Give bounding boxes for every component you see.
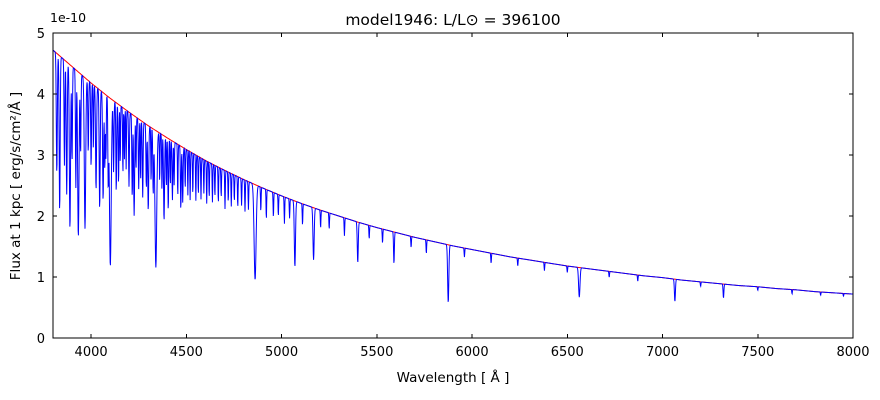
y-tick-label: 3 bbox=[37, 149, 45, 164]
x-tick-label: 5500 bbox=[360, 345, 393, 360]
x-tick-label: 6500 bbox=[551, 345, 584, 360]
x-tick-label: 5000 bbox=[265, 345, 298, 360]
y-tick-label: 5 bbox=[37, 27, 45, 42]
page-title: model1946: L/L⊙ = 396100 bbox=[345, 11, 560, 29]
x-tick-label: 7500 bbox=[741, 345, 774, 360]
axes-frame bbox=[52, 32, 854, 339]
x-tick-label: 6000 bbox=[456, 345, 489, 360]
y-tick-label: 2 bbox=[37, 210, 45, 225]
data-series-layer bbox=[53, 49, 853, 302]
x-tick-label: 8000 bbox=[836, 345, 869, 360]
axis-labels-layer: 4000 4500 5000 5500 6000 6500 7000 7500 8000 0 1 2 3… bbox=[37, 27, 870, 360]
x-axis-title: Wavelength [ Å ] bbox=[397, 369, 510, 386]
y-tick-label: 4 bbox=[37, 88, 45, 103]
y-axis-title: Flux at 1 kpc [ erg/s/cm²/Å ] bbox=[7, 92, 24, 280]
plot-background bbox=[53, 33, 853, 338]
y-tick-label: 0 bbox=[37, 332, 45, 347]
x-tick-label: 4500 bbox=[170, 345, 203, 360]
axes-layer bbox=[52, 32, 854, 339]
x-tick-label: 7000 bbox=[646, 345, 679, 360]
x-tick-label: 4000 bbox=[75, 345, 108, 360]
spectrum-curve bbox=[53, 49, 853, 302]
y-tick-label: 1 bbox=[37, 271, 45, 286]
y-axis-offset-label: 1e-10 bbox=[50, 10, 86, 25]
